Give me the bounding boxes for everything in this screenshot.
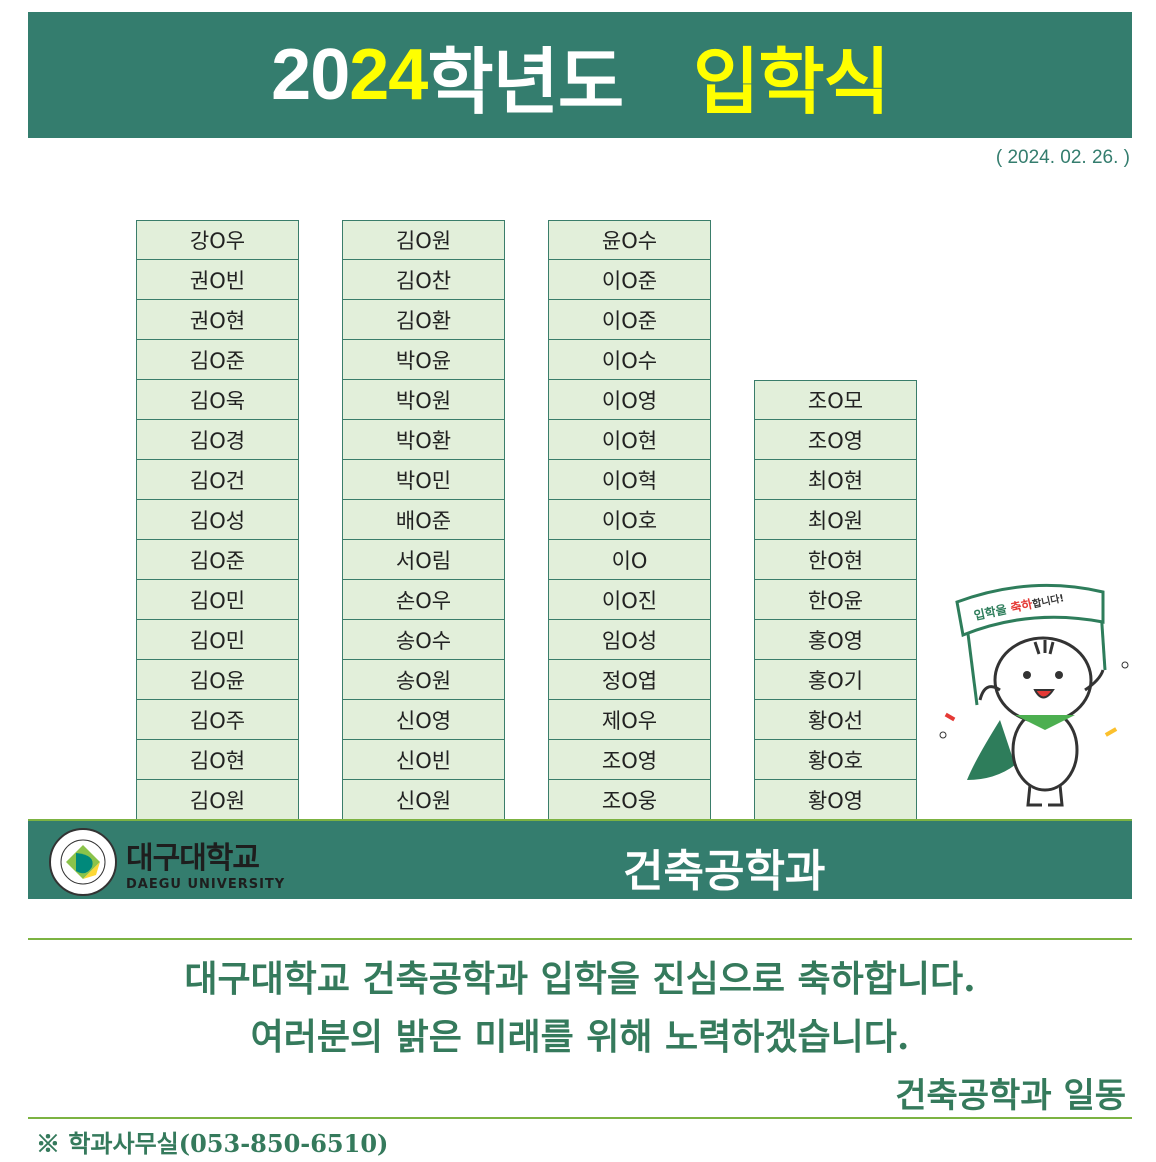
- divider-bottom: [28, 1117, 1132, 1119]
- name-cell: 이O진: [548, 580, 711, 620]
- name-cell: 김O준: [136, 340, 299, 380]
- name-cell: 김O주: [136, 700, 299, 740]
- signature: 건축공학과 일동: [895, 1076, 1126, 1116]
- name-column: 윤O수 이O준 이O준 이O수 이O영 이O현 이O혁 이O호 이O 이O진 임O성 정O엽 제O우 조O…: [548, 220, 711, 820]
- logo-english: DAEGU UNIVERSITY: [126, 876, 286, 892]
- name-cell: 정O엽: [548, 660, 711, 700]
- year-prefix: 20: [271, 35, 350, 115]
- department-banner: 대구대학교 DAEGU UNIVERSITY 건축공학과: [28, 819, 1132, 899]
- name-cell: 임O성: [548, 620, 711, 660]
- name-cell: 김O욱: [136, 380, 299, 420]
- name-cell: 송O원: [342, 660, 505, 700]
- name-cell: 홍O영: [754, 620, 917, 660]
- name-cell: 손O우: [342, 580, 505, 620]
- title-suffix: 학년도: [427, 42, 624, 123]
- name-cell: 신O빈: [342, 740, 505, 780]
- name-cell: 이O준: [548, 260, 711, 300]
- name-cell: 신O원: [342, 780, 505, 820]
- title-banner: 20 24 학년도 입학식: [28, 12, 1132, 138]
- name-cell: 김O원: [342, 220, 505, 260]
- name-column: 강O우 권O빈 권O현 김O준 김O욱 김O경 김O건 김O성 김O준 김O민 김O민 김O윤 김O주 김…: [136, 220, 299, 820]
- name-cell: 이O현: [548, 420, 711, 460]
- name-cell: 김O준: [136, 540, 299, 580]
- name-cell: 김O환: [342, 300, 505, 340]
- name-cell: 김O민: [136, 580, 299, 620]
- name-cell: 이O호: [548, 500, 711, 540]
- name-cell: 송O수: [342, 620, 505, 660]
- name-cell: 김O찬: [342, 260, 505, 300]
- name-cell: 윤O수: [548, 220, 711, 260]
- divider-top: [28, 938, 1132, 940]
- name-cell: 이O: [548, 540, 711, 580]
- name-cell: 황O영: [754, 780, 917, 820]
- name-cell: 박O원: [342, 380, 505, 420]
- name-column: 조O모 조O영 최O현 최O원 한O현 한O윤 홍O영 홍O기 황O선 황O호 황O영: [754, 380, 917, 820]
- name-cell: 황O선: [754, 700, 917, 740]
- name-cell: 김O윤: [136, 660, 299, 700]
- name-cell: 김O경: [136, 420, 299, 460]
- name-cell: 김O건: [136, 460, 299, 500]
- university-logo: 대구대학교 DAEGU UNIVERSITY: [48, 827, 285, 897]
- name-cell: 제O우: [548, 700, 711, 740]
- name-cell: 강O우: [136, 220, 299, 260]
- name-cell: 박O환: [342, 420, 505, 460]
- name-cell: 권O현: [136, 300, 299, 340]
- event-date: ( 2024. 02. 26. ): [995, 147, 1130, 168]
- name-cell: 배O준: [342, 500, 505, 540]
- department-name: 건축공학과: [623, 846, 826, 897]
- name-cell: 한O현: [754, 540, 917, 580]
- name-cell: 김O현: [136, 740, 299, 780]
- office-contact: ※ 학과사무실(053-850-6510): [36, 1129, 389, 1158]
- name-cell: 박O민: [342, 460, 505, 500]
- name-cell: 한O윤: [754, 580, 917, 620]
- name-cell: 김O성: [136, 500, 299, 540]
- event-title: 입학식: [693, 42, 890, 123]
- name-cell: 조O영: [754, 420, 917, 460]
- university-seal-icon: [49, 828, 117, 896]
- name-cell: 조O모: [754, 380, 917, 420]
- name-cell: 이O영: [548, 380, 711, 420]
- name-cell: 최O현: [754, 460, 917, 500]
- logo-korean: 대구대학교: [126, 840, 260, 876]
- tiger-mascot-icon: 입학을 축하합니다!: [939, 583, 1129, 807]
- name-cell: 조O웅: [548, 780, 711, 820]
- name-cell: 신O영: [342, 700, 505, 740]
- name-cell: 이O수: [548, 340, 711, 380]
- name-cell: 권O빈: [136, 260, 299, 300]
- name-cell: 김O민: [136, 620, 299, 660]
- name-cell: 이O준: [548, 300, 711, 340]
- message-line-2: 여러분의 밝은 미래를 위해 노력하겠습니다.: [250, 1016, 910, 1058]
- name-cell: 서O림: [342, 540, 505, 580]
- name-cell: 홍O기: [754, 660, 917, 700]
- name-column: 김O원 김O찬 김O환 박O윤 박O원 박O환 박O민 배O준 서O림 손O우 송O수 송O원 신O영 신…: [342, 220, 505, 820]
- name-cell: 이O혁: [548, 460, 711, 500]
- name-cell: 김O원: [136, 780, 299, 820]
- name-cell: 최O원: [754, 500, 917, 540]
- name-cell: 황O호: [754, 740, 917, 780]
- name-cell: 박O윤: [342, 340, 505, 380]
- name-cell: 조O영: [548, 740, 711, 780]
- message-line-1: 대구대학교 건축공학과 입학을 진심으로 축하합니다.: [184, 958, 976, 1000]
- year-highlight: 24: [349, 35, 428, 115]
